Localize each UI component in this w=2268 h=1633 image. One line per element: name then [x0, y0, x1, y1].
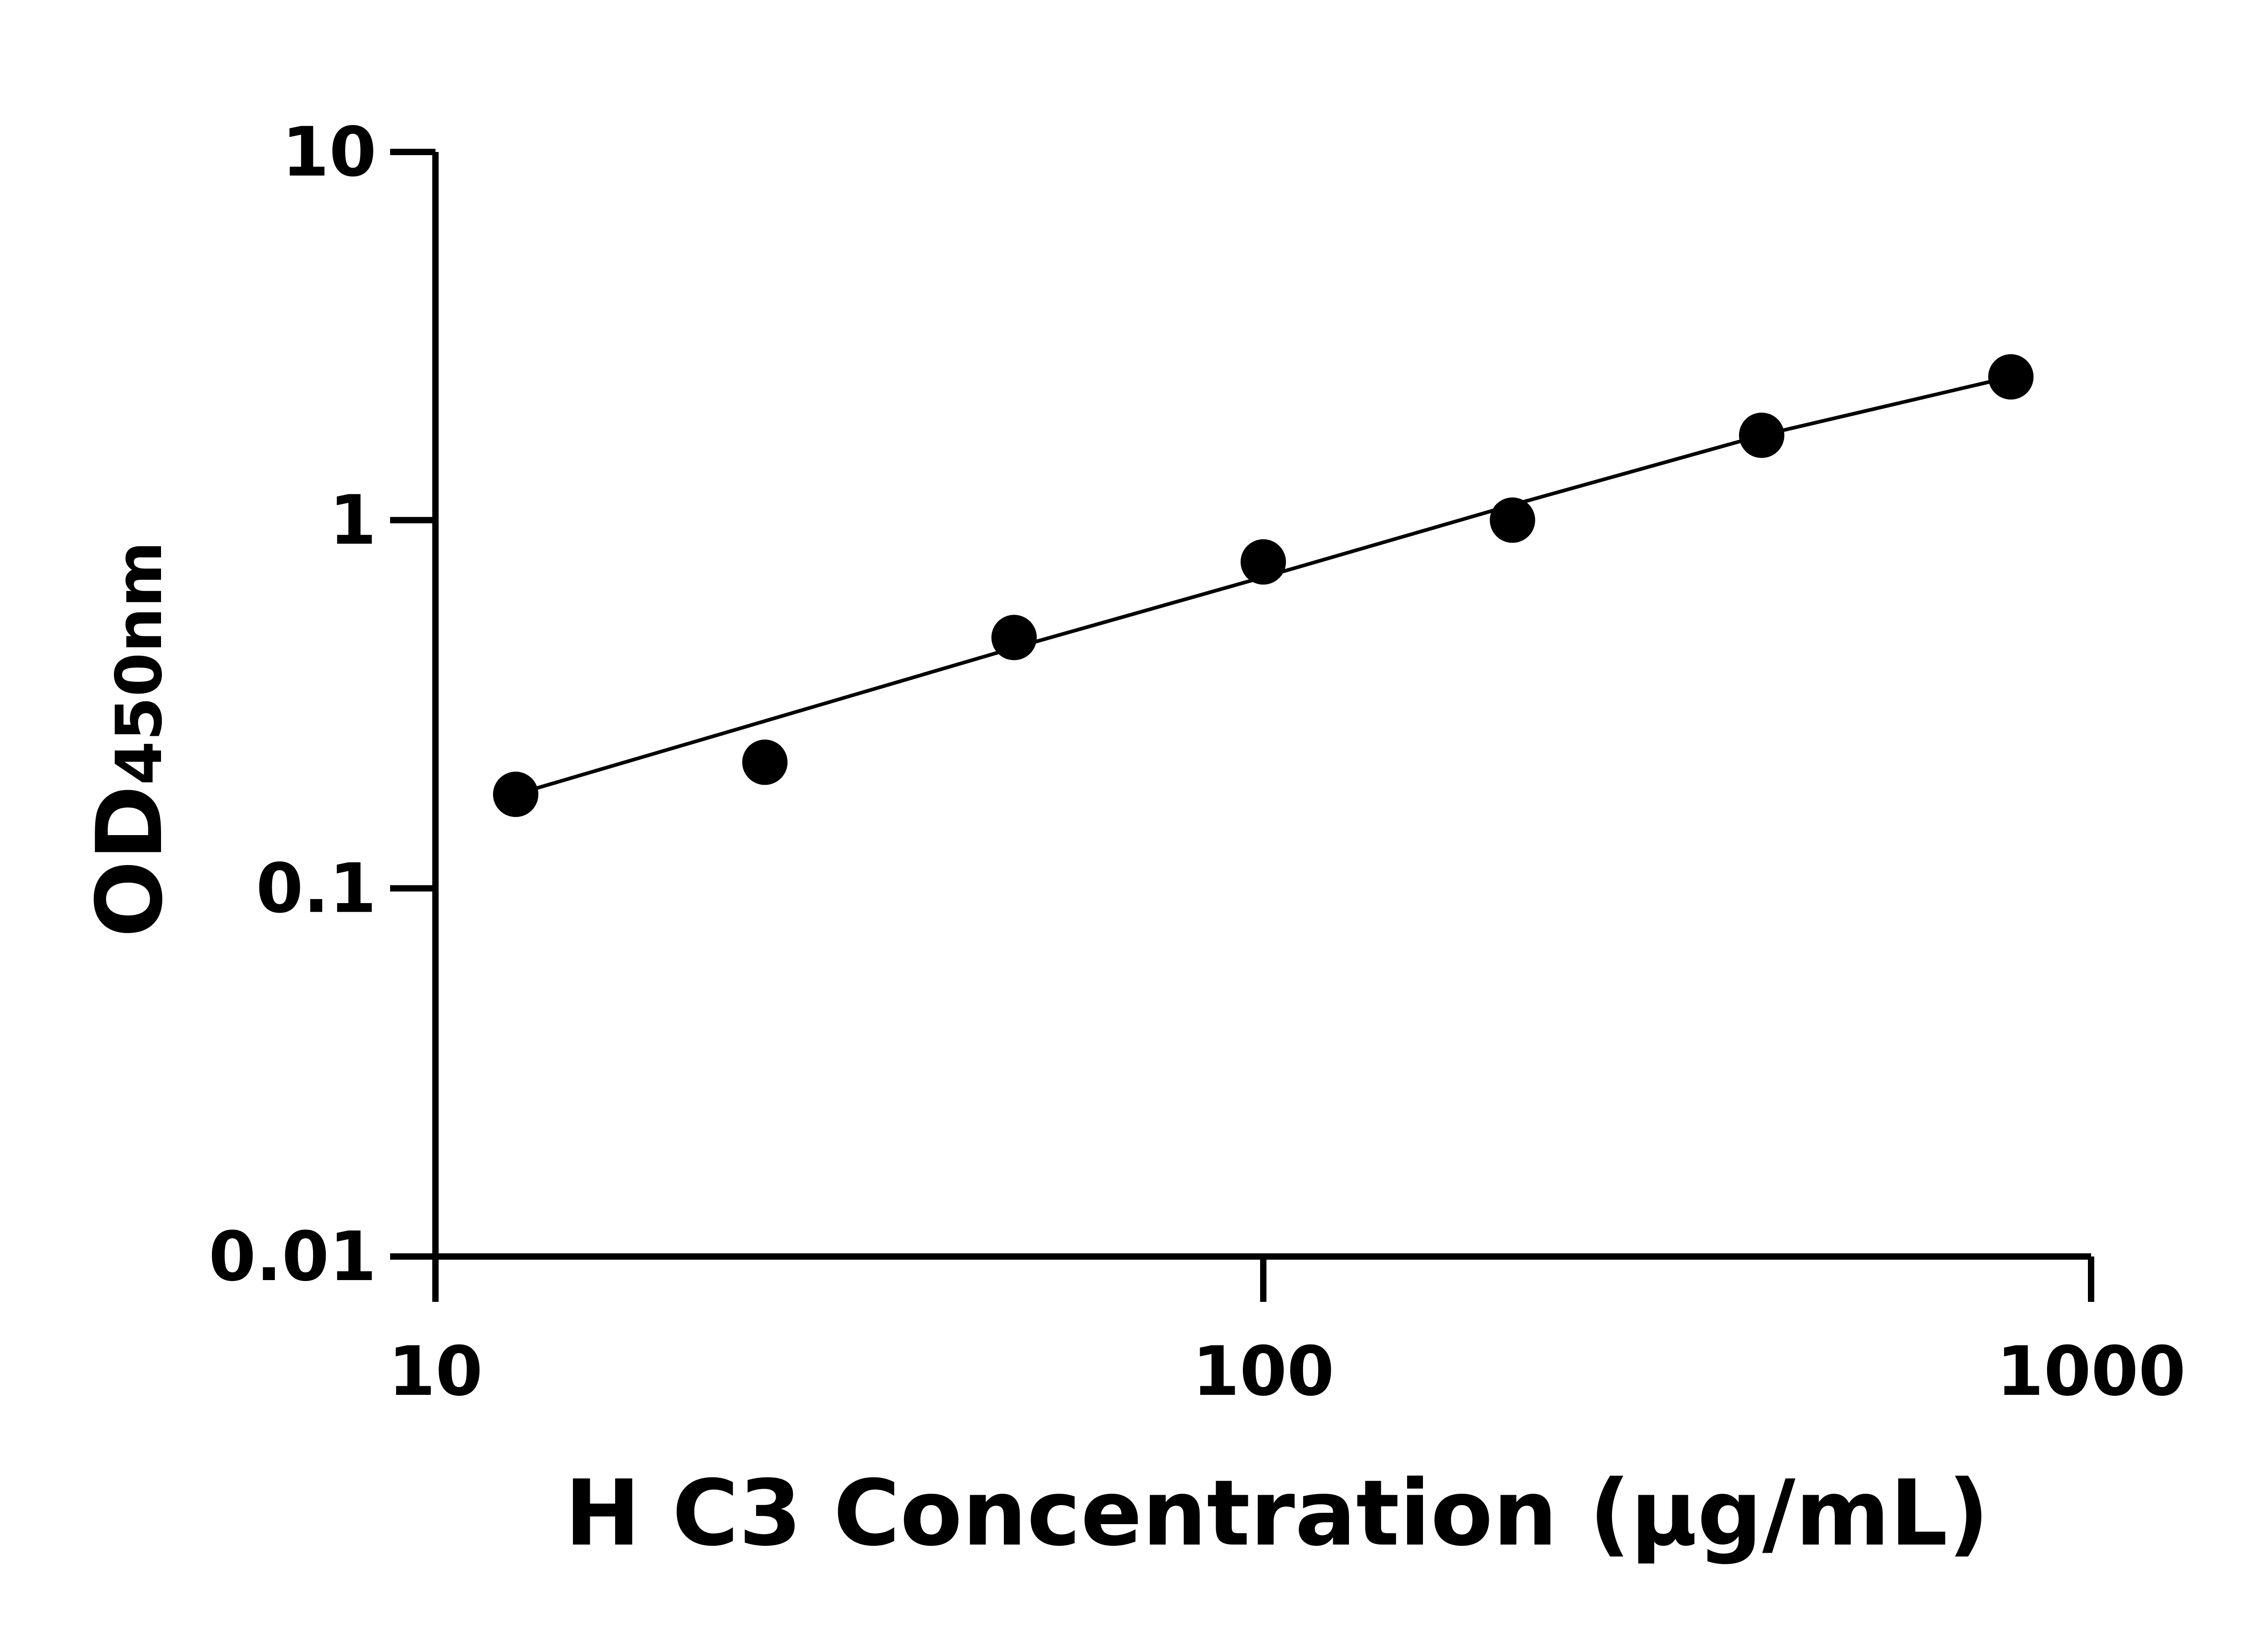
x-tick-label: 1000 [1996, 1332, 2185, 1411]
x-tick-labels: 10 100 1000 [388, 1332, 2186, 1411]
y-axis-label: OD450nm [77, 541, 183, 938]
data-points [493, 354, 2034, 817]
data-point [1739, 412, 1784, 458]
x-tick-label: 10 [388, 1332, 483, 1411]
y-tick-label: 10 [282, 113, 376, 192]
y-tick-labels: 10 1 0.1 0.01 [209, 113, 376, 1296]
y-axis-label-sub: 450nm [103, 541, 176, 785]
y-tick-label: 0.1 [256, 849, 376, 928]
x-tick-label: 100 [1192, 1332, 1334, 1411]
data-point [991, 615, 1037, 660]
data-point [1241, 539, 1286, 585]
fit-line [515, 375, 2012, 796]
y-tick-label: 1 [329, 481, 376, 560]
data-point [493, 772, 538, 817]
data-point [1490, 497, 1535, 543]
data-point [742, 739, 788, 785]
axes [390, 149, 2094, 1302]
x-axis-label: H C3 Concentration (μg/mL) [565, 1461, 1989, 1566]
y-tick-label: 0.01 [209, 1217, 376, 1296]
data-point [1988, 354, 2034, 400]
y-axis-label-main: OD [77, 785, 183, 938]
fit-line-group [515, 375, 2012, 796]
